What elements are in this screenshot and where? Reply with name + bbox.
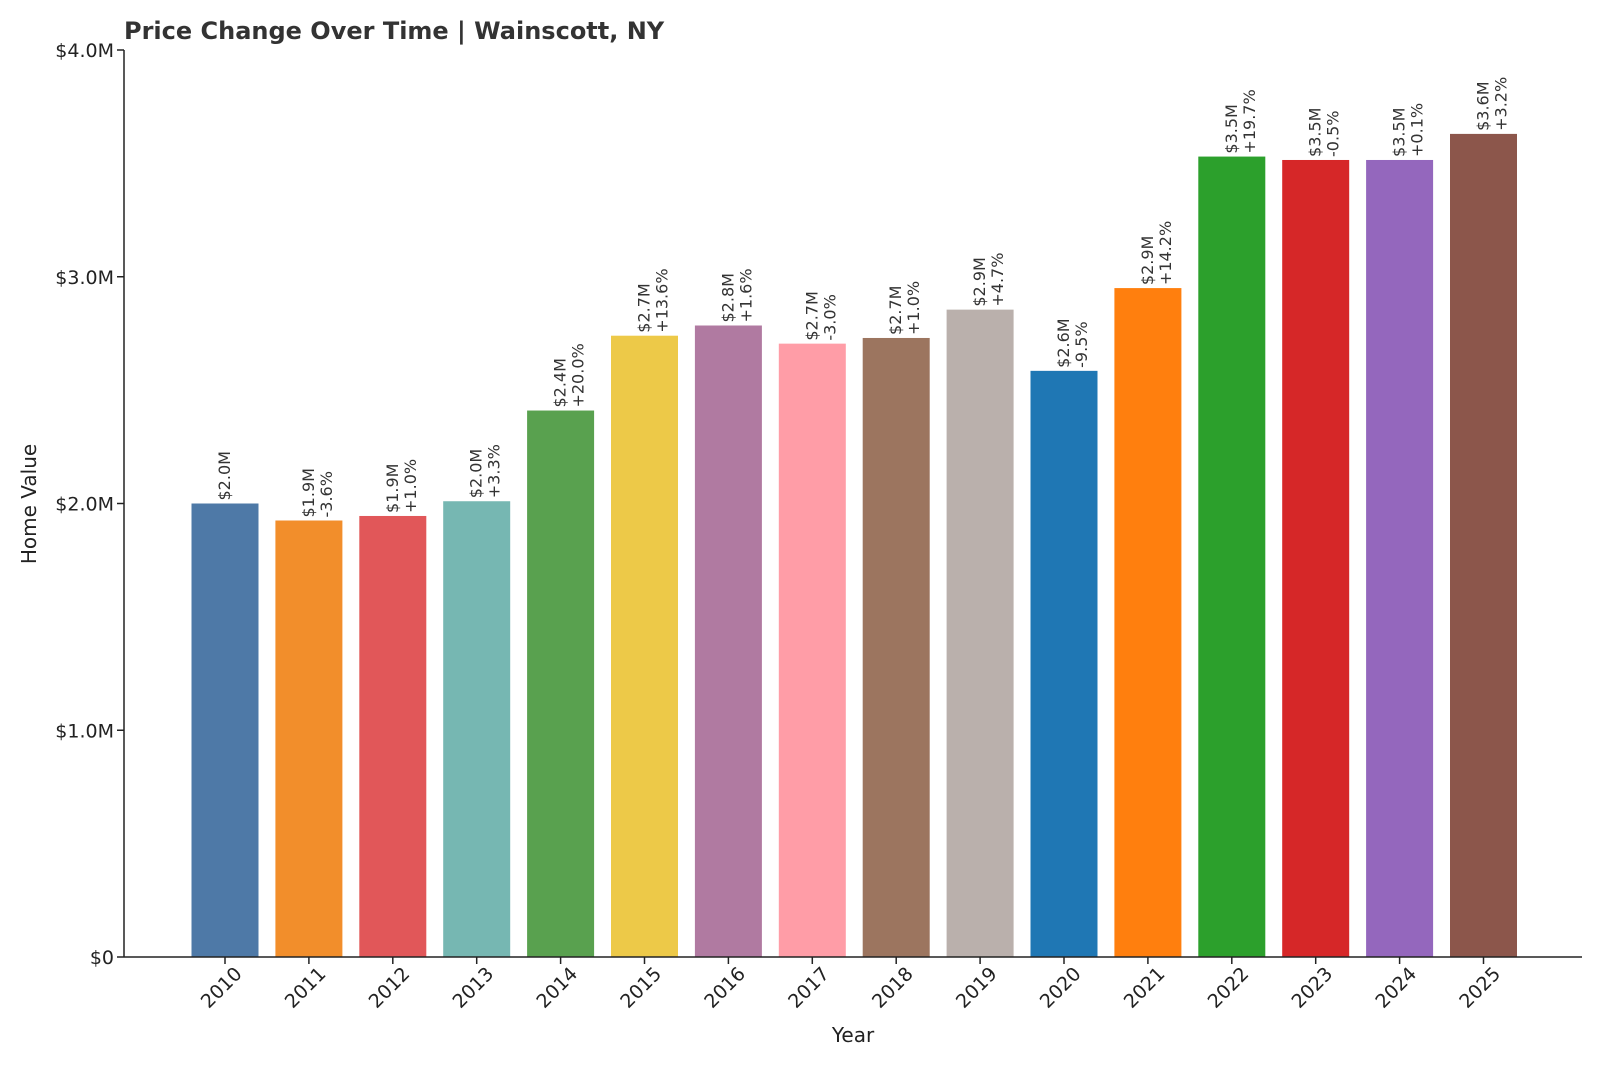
bar-change-label: -3.0%	[820, 294, 839, 340]
bar	[1366, 159, 1434, 957]
bar-change-label: +19.7%	[1240, 89, 1259, 153]
x-axis-label: Year	[831, 1023, 875, 1047]
y-tick-label: $0	[90, 947, 114, 969]
bar	[694, 325, 762, 958]
y-tick-label: $3.0M	[55, 267, 114, 289]
y-tick-label: $1.0M	[55, 720, 114, 742]
bar-value-label: $2.6M	[1054, 318, 1073, 367]
bar	[191, 503, 259, 957]
bar	[1450, 133, 1517, 957]
bar	[1030, 370, 1098, 957]
bar-value-label: $2.7M	[802, 291, 821, 340]
bar-value-label: $3.6M	[1474, 81, 1493, 130]
bar	[527, 410, 595, 958]
bar	[1198, 156, 1266, 957]
bar	[946, 309, 1014, 957]
bar-value-label: $2.0M	[467, 449, 486, 498]
x-tick-label: 2010	[197, 963, 247, 1013]
bar-value-label: $2.9M	[970, 257, 989, 306]
y-tick-label: $4.0M	[55, 40, 114, 62]
bar-value-label: $2.0M	[215, 451, 234, 500]
bar	[862, 337, 930, 957]
bar-change-label: -9.5%	[1072, 321, 1091, 367]
x-tick-label: 2021	[1120, 963, 1170, 1013]
x-tick-label: 2013	[448, 963, 498, 1013]
bar-value-label: $1.9M	[383, 464, 402, 513]
bar	[359, 515, 427, 957]
x-tick-label: 2012	[365, 963, 415, 1013]
bar	[1114, 288, 1182, 957]
x-tick-label: 2019	[952, 963, 1002, 1013]
bar	[611, 335, 678, 958]
bar-change-label: +1.6%	[736, 268, 755, 322]
bar	[275, 520, 343, 957]
x-tick-label: 2024	[1371, 963, 1421, 1013]
bar-change-label: +4.7%	[988, 253, 1007, 307]
bar-value-label: $3.5M	[1390, 108, 1409, 157]
plot-area	[191, 133, 1517, 958]
x-tick-label: 2018	[868, 963, 918, 1013]
bar-change-label: +13.6%	[653, 268, 672, 332]
bar-change-label: +14.2%	[1156, 221, 1175, 285]
bar-value-label: $2.8M	[718, 273, 737, 322]
bar-change-label: -3.6%	[317, 471, 336, 517]
bar-value-label: $3.5M	[1306, 108, 1325, 157]
x-tick-label: 2011	[281, 963, 331, 1013]
bar-change-label: +20.0%	[569, 343, 588, 407]
bar-value-label: $2.7M	[886, 286, 905, 335]
bar-value-label: $2.4M	[551, 358, 570, 407]
bar-change-label: +3.3%	[485, 444, 504, 498]
bar-value-label: $3.5M	[1222, 104, 1241, 153]
bar-change-label: -0.5%	[1324, 111, 1343, 157]
y-axis-label: Home Value	[17, 444, 41, 564]
bar-value-label: $2.7M	[635, 283, 654, 332]
bar-change-label: +0.1%	[1408, 103, 1427, 157]
bar-change-label: +1.0%	[904, 281, 923, 335]
x-tick-label: 2023	[1287, 963, 1337, 1013]
bar	[1282, 159, 1350, 957]
x-tick-label: 2016	[700, 963, 750, 1013]
bar	[443, 501, 511, 957]
x-tick-label: 2022	[1204, 963, 1254, 1013]
x-tick-label: 2025	[1455, 963, 1505, 1013]
x-tick-label: 2015	[616, 963, 666, 1013]
bar	[778, 343, 846, 957]
chart-title: Price Change Over Time | Wainscott, NY	[124, 17, 665, 45]
bar-change-label: +3.2%	[1492, 77, 1511, 131]
bar-change-label: +1.0%	[401, 459, 420, 513]
bar-value-label: $1.9M	[299, 468, 318, 517]
x-tick-label: 2020	[1036, 963, 1086, 1013]
x-tick-label: 2014	[532, 963, 582, 1013]
y-tick-label: $2.0M	[55, 494, 114, 516]
x-tick-label: 2017	[784, 963, 834, 1013]
bar-value-label: $2.9M	[1138, 236, 1157, 285]
